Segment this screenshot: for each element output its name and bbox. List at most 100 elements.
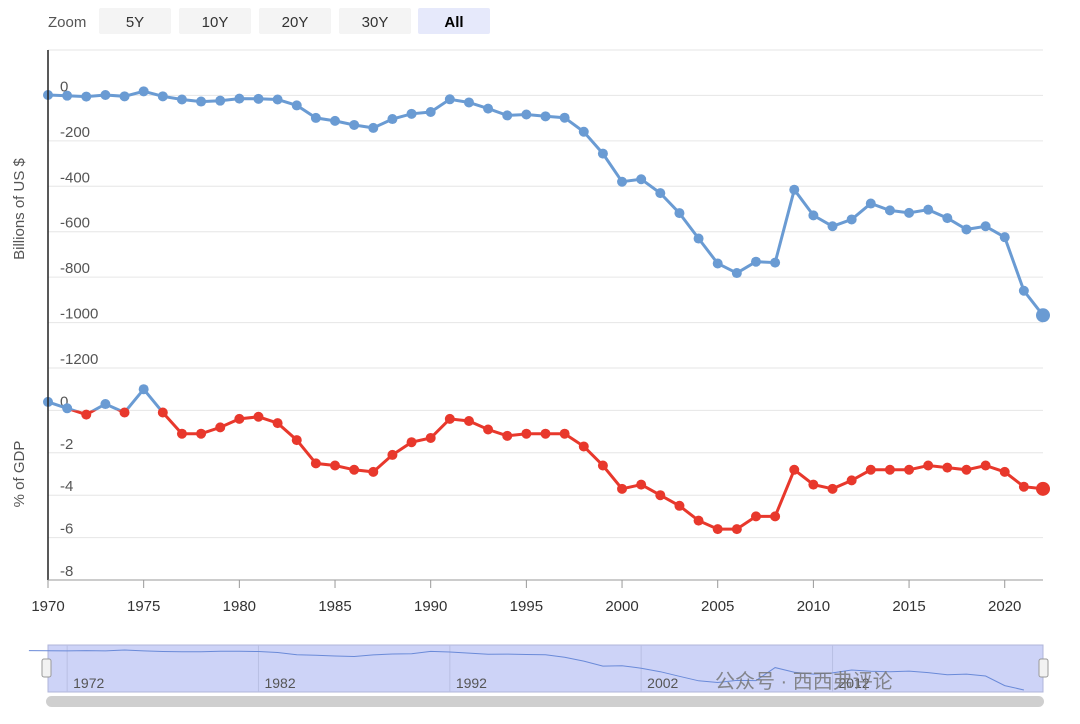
point: [827, 221, 838, 232]
point: [425, 107, 436, 118]
point: [196, 96, 207, 107]
point: [502, 430, 513, 441]
y-tick-label: -4: [60, 478, 73, 495]
zoom-button-label[interactable]: 30Y: [362, 14, 389, 31]
point: [674, 208, 685, 219]
zoom-button-bg[interactable]: [339, 8, 411, 34]
point: [961, 464, 972, 475]
point: [559, 112, 570, 123]
point: [904, 207, 915, 218]
x-tick-label: 1990: [414, 598, 447, 615]
zoom-button[interactable]: 30Y: [339, 8, 411, 34]
point: [119, 91, 130, 102]
point: [444, 94, 455, 105]
point: [157, 91, 168, 102]
zoom-button[interactable]: 10Y: [179, 8, 251, 34]
zoom-button-label[interactable]: All: [444, 14, 463, 31]
point: [62, 90, 73, 101]
point: [521, 428, 532, 439]
point: [980, 221, 991, 232]
point: [884, 205, 895, 216]
point: [808, 479, 819, 490]
x-tick-label: 2000: [605, 598, 638, 615]
point: [578, 441, 589, 452]
point: [846, 475, 857, 486]
point: [463, 97, 474, 108]
point: [100, 89, 111, 100]
point: [138, 384, 149, 395]
point: [215, 95, 226, 106]
point: [942, 462, 953, 473]
point: [923, 204, 934, 215]
zoom-button-bg[interactable]: [418, 8, 490, 34]
zoom-button-label[interactable]: 5Y: [126, 14, 144, 31]
point: [559, 428, 570, 439]
point: [291, 100, 302, 111]
point: [884, 464, 895, 475]
point: [597, 460, 608, 471]
y-tick-label: 0: [60, 393, 68, 410]
scrollbar[interactable]: [46, 696, 1044, 707]
point: [846, 214, 857, 225]
point: [789, 464, 800, 475]
point: [502, 110, 513, 121]
zoom-button-bg[interactable]: [259, 8, 331, 34]
plot: 0 -200 -400 -600 -800 -1000 -1200 0 -2 -4 -6 -8 1970…: [31, 50, 1050, 615]
point: [693, 515, 704, 526]
zoom-button-bg[interactable]: [179, 8, 251, 34]
y-tick-label: -2: [60, 436, 73, 453]
zoom-button-bg[interactable]: [99, 8, 171, 34]
point: [808, 210, 819, 221]
y-tick-label: 0: [60, 78, 68, 95]
point: [770, 511, 781, 522]
x-tick-label: 2015: [892, 598, 925, 615]
point: [196, 428, 207, 439]
zoom-button[interactable]: 5Y: [99, 8, 171, 34]
x-tick-label: 1975: [127, 598, 160, 615]
y-tick-label: -600: [60, 215, 90, 232]
zoom-button-label[interactable]: 10Y: [202, 14, 229, 31]
x-tick-label: 2010: [797, 598, 830, 615]
zoom-button-label[interactable]: 20Y: [282, 14, 309, 31]
point: [923, 460, 934, 471]
navigator-label: 1972: [73, 675, 104, 691]
point: [234, 413, 245, 424]
point: [999, 466, 1010, 477]
navigator[interactable]: [47, 644, 1044, 693]
point: [62, 403, 73, 414]
point: [330, 460, 341, 471]
point: [980, 460, 991, 471]
point: [674, 500, 685, 511]
point: [368, 466, 379, 477]
navigator-handle[interactable]: [1038, 658, 1049, 678]
point: [578, 126, 589, 137]
y-tick-label: -400: [60, 169, 90, 186]
navigator-label: 1982: [264, 675, 295, 691]
point: [310, 458, 321, 469]
y-axis-title: % of GDP: [11, 441, 28, 508]
point: [712, 258, 723, 269]
point: [138, 86, 149, 97]
point: [176, 428, 187, 439]
point: [253, 411, 264, 422]
point: [636, 479, 647, 490]
point: [406, 108, 417, 119]
point: [636, 174, 647, 185]
line: [47, 89, 1045, 317]
point: [731, 524, 742, 535]
zoom-buttons: 5Y 10Y 20Y 30Y All: [99, 8, 490, 34]
point: [387, 449, 398, 460]
watermark: 公众号 · 西西弗评论: [715, 670, 893, 693]
point: [425, 432, 436, 443]
zoom-button[interactable]: All: [418, 8, 490, 34]
point: [272, 94, 283, 105]
point: [712, 524, 723, 535]
point: [157, 407, 168, 418]
navigator-content: 1972 1982 1992 2002 2012: [28, 645, 1025, 692]
navigator-handle[interactable]: [41, 658, 52, 678]
zoom-button[interactable]: 20Y: [259, 8, 331, 34]
x-tick-label: 1980: [223, 598, 256, 615]
point: [865, 464, 876, 475]
